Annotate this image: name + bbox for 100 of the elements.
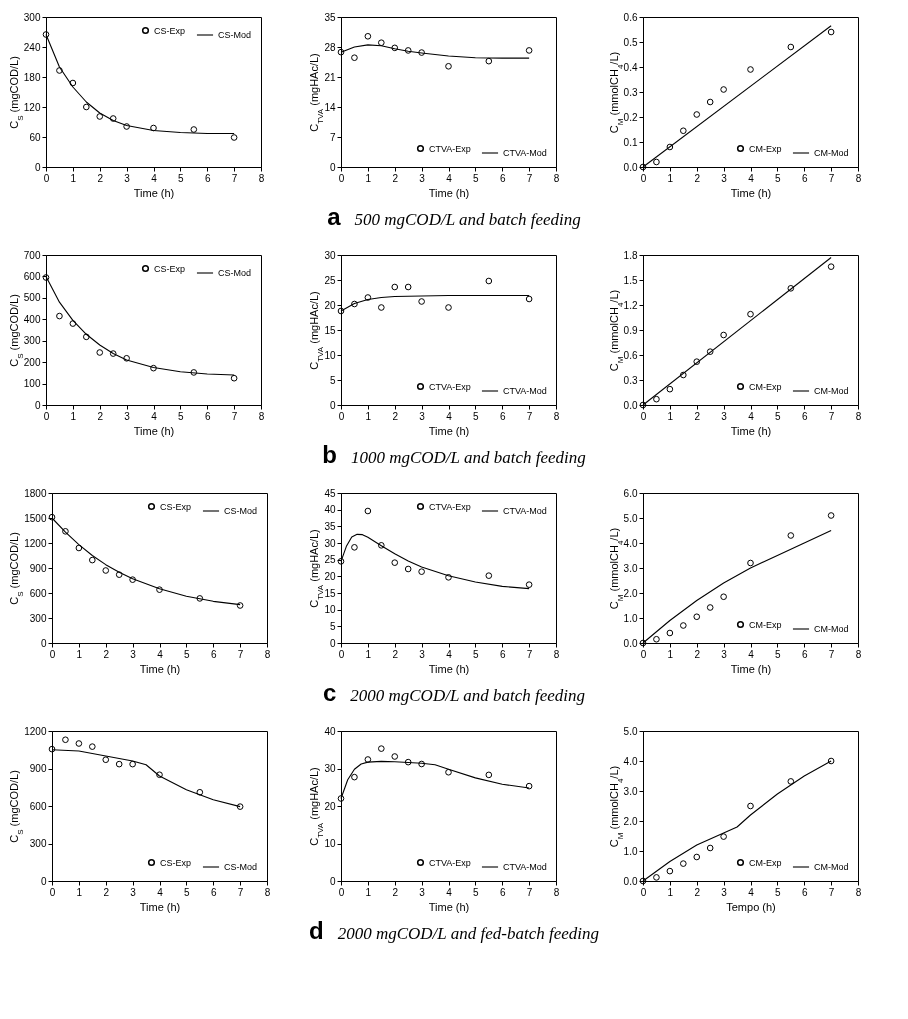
x-tick-label: 0 [49,886,56,898]
y-tick-label: 0.3 [623,374,638,386]
y-tick-label: 60 [29,131,41,143]
y-tick-label: 1.2 [623,299,638,311]
point [418,760,425,768]
x-tick-label: 1 [667,886,674,898]
point [653,395,660,403]
x-tick-label: 2 [392,172,399,184]
point [666,629,674,637]
y-tick-label: 20 [324,800,336,812]
y-tick-label: 14 [324,101,336,113]
point [351,54,358,62]
x-axis-title: Time (h) [730,662,772,675]
x-tick-label: 7 [828,886,835,898]
y-tick-label: 120 [23,101,41,113]
point [364,32,372,40]
x-tick-label: 0 [338,648,345,660]
point [129,760,136,768]
point [404,283,412,291]
x-tick-label: 2 [694,410,701,422]
x-tick-label: 4 [748,648,755,660]
x-tick-label: 8 [553,648,560,660]
y-tick-label: 400 [23,313,41,325]
point [150,364,157,372]
point [706,844,714,852]
legend-label: CM-Exp [749,143,782,154]
point [485,771,493,779]
point [123,354,130,362]
y-tick-label: 300 [29,612,47,624]
y-tick-label: 0 [34,161,41,173]
x-tick-label: 5 [178,172,185,184]
x-tick-label: 4 [748,172,755,184]
point [230,134,238,141]
point [827,263,835,270]
point [102,756,110,764]
x-tick-label: 8 [264,648,271,660]
x-tick-label: 7 [237,886,244,898]
point [190,369,198,376]
point [96,349,104,356]
y-tick-label: 0 [329,637,336,649]
x-tick-label: 1 [365,410,372,422]
point [827,512,835,519]
x-tick-label: 8 [264,886,271,898]
legend-label: CTVA-Mod [503,148,547,158]
point [96,113,104,120]
x-tick-label: 3 [721,886,728,898]
x-tick-label: 2 [97,172,104,184]
x-tick-label: 0 [640,648,647,660]
legend-label: CS-Exp [154,25,186,36]
y-tick-label: 4.0 [623,537,638,549]
y-tick-label: 900 [29,763,47,774]
point [720,593,727,601]
x-tick-label: 6 [499,172,506,184]
y-tick-label: 2.0 [623,587,638,599]
y-tick-label: 5.0 [623,512,638,524]
text: 2000 mgCOD/L and fed-batch feeding [337,924,599,943]
point [418,298,425,305]
text: 500 mgCOD/L and batch feeding [354,210,581,229]
y-tick-label: 0.6 [623,349,638,361]
y-tick-label: 35 [324,11,336,23]
point [351,773,358,781]
x-tick-label: 1 [365,886,372,898]
legend-label: CS-Mod [224,506,258,516]
y-tick-label: 100 [23,378,41,390]
x-tick-label: 7 [828,172,835,184]
legend-label: CS-Exp [160,857,192,868]
y-tick-label: 30 [324,537,336,549]
x-tick-label: 4 [446,172,453,184]
point [377,745,385,752]
x-axis-title: Time (h) [428,662,470,675]
y-tick-label: 0 [329,875,336,887]
text: b [322,441,337,468]
point [62,736,69,744]
x-tick-label: 1 [365,172,372,184]
y-tick-label: 40 [324,725,336,737]
y-tick-label: 7 [329,131,336,143]
y-tick-label: 1.5 [623,274,638,286]
y-tick-label: 3.0 [623,562,638,574]
x-axis-title: Time (h) [428,424,470,437]
x-tick-label: 5 [473,648,480,660]
point [485,277,493,285]
x-tick-label: 4 [748,886,755,898]
y-tick-label: 0.6 [623,11,638,23]
point [679,371,687,379]
point [679,860,687,867]
x-tick-label: 0 [338,410,345,422]
legend-label: CS-Exp [160,501,192,512]
point [56,312,63,320]
x-tick-label: 8 [855,648,862,660]
y-tick-label: 600 [29,587,47,599]
legend-label: CM-Mod [814,624,849,634]
legend-label: CS-Exp [154,263,186,274]
point [720,331,727,339]
y-tick-label: 30 [324,249,336,261]
x-tick-label: 4 [151,172,158,184]
y-tick-label: 600 [29,800,47,812]
y-tick-label: 300 [29,838,47,849]
x-tick-label: 6 [204,410,211,422]
point [69,320,77,327]
legend-label: CM-Mod [814,148,849,158]
